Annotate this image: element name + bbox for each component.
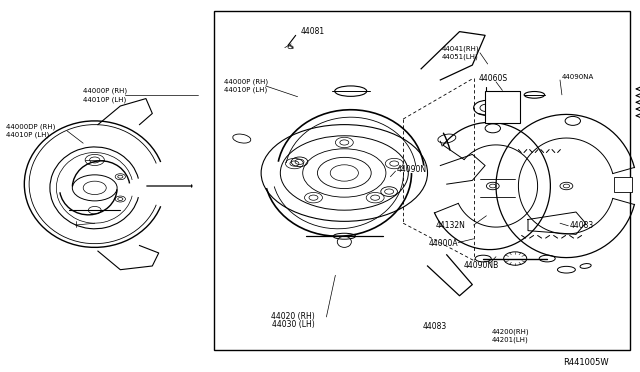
Text: 44000A: 44000A [429,239,458,248]
Bar [214,11,630,350]
Text: 44090N: 44090N [397,165,427,174]
Text: 44000P (RH): 44000P (RH) [224,78,268,85]
Text: 44010P (LH): 44010P (LH) [224,86,268,93]
Text: R441005W: R441005W [563,358,609,367]
Text: 44200(RH): 44200(RH) [492,328,529,335]
Text: 44010P (LH): 44010P (LH) [6,132,50,138]
Text: 44201(LH): 44201(LH) [492,336,528,343]
Text: 44090NA: 44090NA [561,74,593,80]
Text: 44083: 44083 [422,322,447,331]
Text: 44051(LH): 44051(LH) [442,53,478,60]
Text: 44132N: 44132N [435,221,465,230]
Bar [614,177,632,192]
Text: 44081: 44081 [301,27,325,36]
Text: 44041(RH): 44041(RH) [442,45,479,52]
Bar [485,91,520,123]
Text: 44030 (LH): 44030 (LH) [272,320,314,329]
Text: 44020 (RH): 44020 (RH) [271,312,315,321]
Text: 44000P (RH): 44000P (RH) [83,88,127,94]
Text: 44090NB: 44090NB [464,261,499,270]
Text: 44000DP (RH): 44000DP (RH) [6,123,56,130]
Text: 44060S: 44060S [479,74,508,83]
Text: 44083: 44083 [570,221,594,230]
Text: 44010P (LH): 44010P (LH) [83,96,127,103]
